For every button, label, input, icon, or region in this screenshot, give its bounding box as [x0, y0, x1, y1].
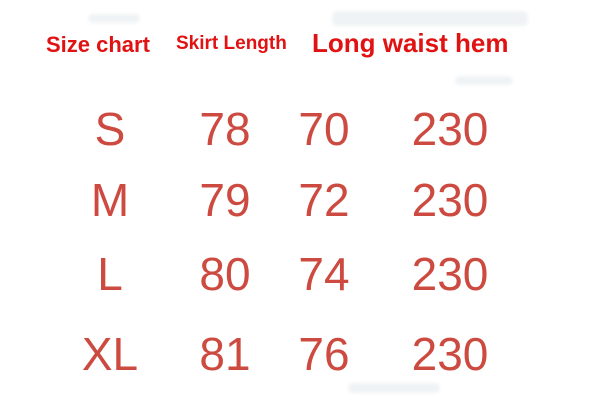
waist-value: 72	[298, 174, 350, 226]
size-label: XL	[81, 328, 139, 380]
artifact-smudge	[455, 76, 513, 85]
skirt-length-value: 81	[199, 328, 251, 380]
table-row-m: M 79 72 230	[0, 177, 600, 227]
hem-value: 230	[411, 248, 489, 300]
waist-value: 70	[298, 103, 350, 155]
artifact-smudge	[88, 14, 140, 23]
size-label: M	[90, 174, 130, 226]
artifact-smudge	[332, 11, 528, 26]
skirt-length-value: 78	[199, 103, 251, 155]
table-row-l: L 80 74 230	[0, 251, 600, 301]
header-long-waist-hem: Long waist hem	[312, 28, 509, 58]
waist-value: 76	[298, 328, 350, 380]
waist-value: 74	[298, 248, 350, 300]
size-label: L	[97, 248, 123, 300]
header-skirt-length: Skirt Length	[176, 33, 287, 54]
table-row-xl: XL 81 76 230	[0, 331, 600, 381]
table-row-s: S 78 70 230	[0, 106, 600, 156]
header-size-chart: Size chart	[46, 32, 150, 57]
hem-value: 230	[411, 328, 489, 380]
skirt-length-value: 80	[199, 248, 251, 300]
hem-value: 230	[411, 103, 489, 155]
skirt-length-value: 79	[199, 174, 251, 226]
size-label: S	[94, 103, 126, 155]
hem-value: 230	[411, 174, 489, 226]
artifact-smudge	[348, 383, 440, 393]
